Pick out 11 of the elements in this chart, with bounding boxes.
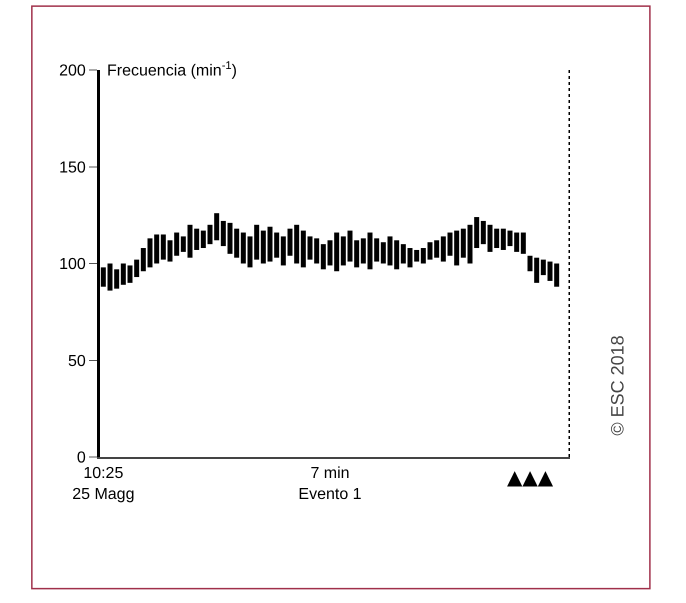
bar	[520, 232, 526, 254]
text: © ESC 2018	[607, 335, 628, 436]
y-tick-label: 100	[59, 256, 86, 274]
y-tick-label: 0	[76, 450, 86, 467]
y-tick-label: 50	[68, 352, 86, 370]
y-tick-label: 200	[59, 62, 86, 80]
y-axis-title: Frecuencia (min$^{-1}$)	[107, 60, 237, 80]
y-tick-label: 150	[59, 159, 86, 176]
x-tick-label: 7 min Evento 1	[298, 465, 362, 503]
x-tick-label: 10:25 25 Magg	[72, 465, 134, 503]
text: ▲▲▲	[507, 465, 554, 489]
